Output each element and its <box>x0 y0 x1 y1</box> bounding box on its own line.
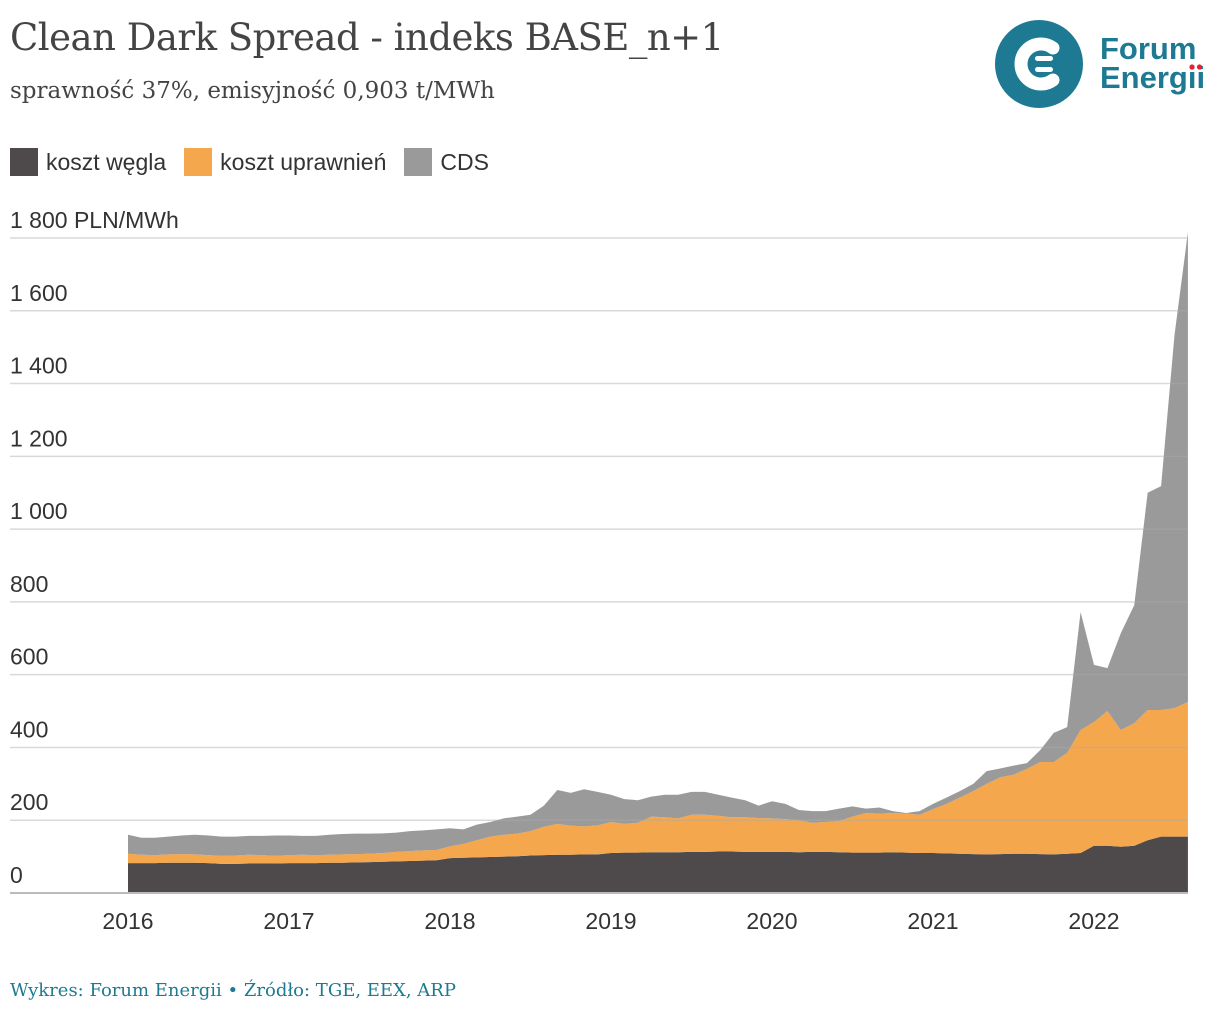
y-tick-label: 1 400 <box>10 353 68 379</box>
x-tick-label: 2021 <box>907 908 958 934</box>
area-cds <box>128 232 1188 856</box>
area-permits <box>128 701 1188 864</box>
forum-energii-logo: Forum Energii <box>995 20 1210 108</box>
logo-dots-icon <box>1189 64 1203 70</box>
legend-swatch-coal <box>10 148 38 176</box>
x-tick-label: 2017 <box>263 908 314 934</box>
legend-swatch-permits <box>184 148 213 176</box>
logo-text: Forum Energii <box>1100 31 1206 95</box>
y-tick-label: 1 200 <box>10 425 68 451</box>
chart-title: Clean Dark Spread - indeks BASE_n+1 <box>10 16 724 59</box>
legend-item-cds: CDS <box>404 148 489 176</box>
y-tick-label: 400 <box>10 716 48 742</box>
legend-label-coal: koszt węgla <box>46 148 167 175</box>
x-tick-label: 2016 <box>102 908 153 934</box>
legend-swatch-cds <box>404 148 433 176</box>
logo-text-line1: Forum <box>1100 31 1197 66</box>
y-tick-label: 1 000 <box>10 498 68 524</box>
legend-label-permits: koszt uprawnień <box>220 148 387 175</box>
x-tick-label: 2019 <box>585 908 636 934</box>
logo-e-icon <box>995 20 1083 108</box>
y-tick-label: 200 <box>10 789 48 815</box>
x-tick-label: 2020 <box>746 908 797 934</box>
legend-item-permits: koszt uprawnień <box>184 148 386 176</box>
x-tick-label: 2018 <box>424 908 475 934</box>
y-tick-label: 0 <box>10 862 23 888</box>
footer-source: Wykres: Forum Energii • Źródło: TGE, EEX… <box>10 980 456 1001</box>
y-tick-label: 1 600 <box>10 280 68 306</box>
logo-text-line2: Energii <box>1100 60 1206 95</box>
y-tick-label: 1 800 PLN/MWh <box>10 207 179 233</box>
y-tick-label: 600 <box>10 644 48 670</box>
legend-item-coal: koszt węgla <box>10 148 166 176</box>
y-tick-label: 800 <box>10 571 48 597</box>
chart-subtitle: sprawność 37%, emisyjność 0,903 t/MWh <box>10 78 495 104</box>
x-tick-label: 2022 <box>1068 908 1119 934</box>
legend-label-cds: CDS <box>440 148 489 175</box>
area-coal <box>128 836 1188 893</box>
legend: koszt węgla koszt uprawnień CDS <box>10 148 489 176</box>
